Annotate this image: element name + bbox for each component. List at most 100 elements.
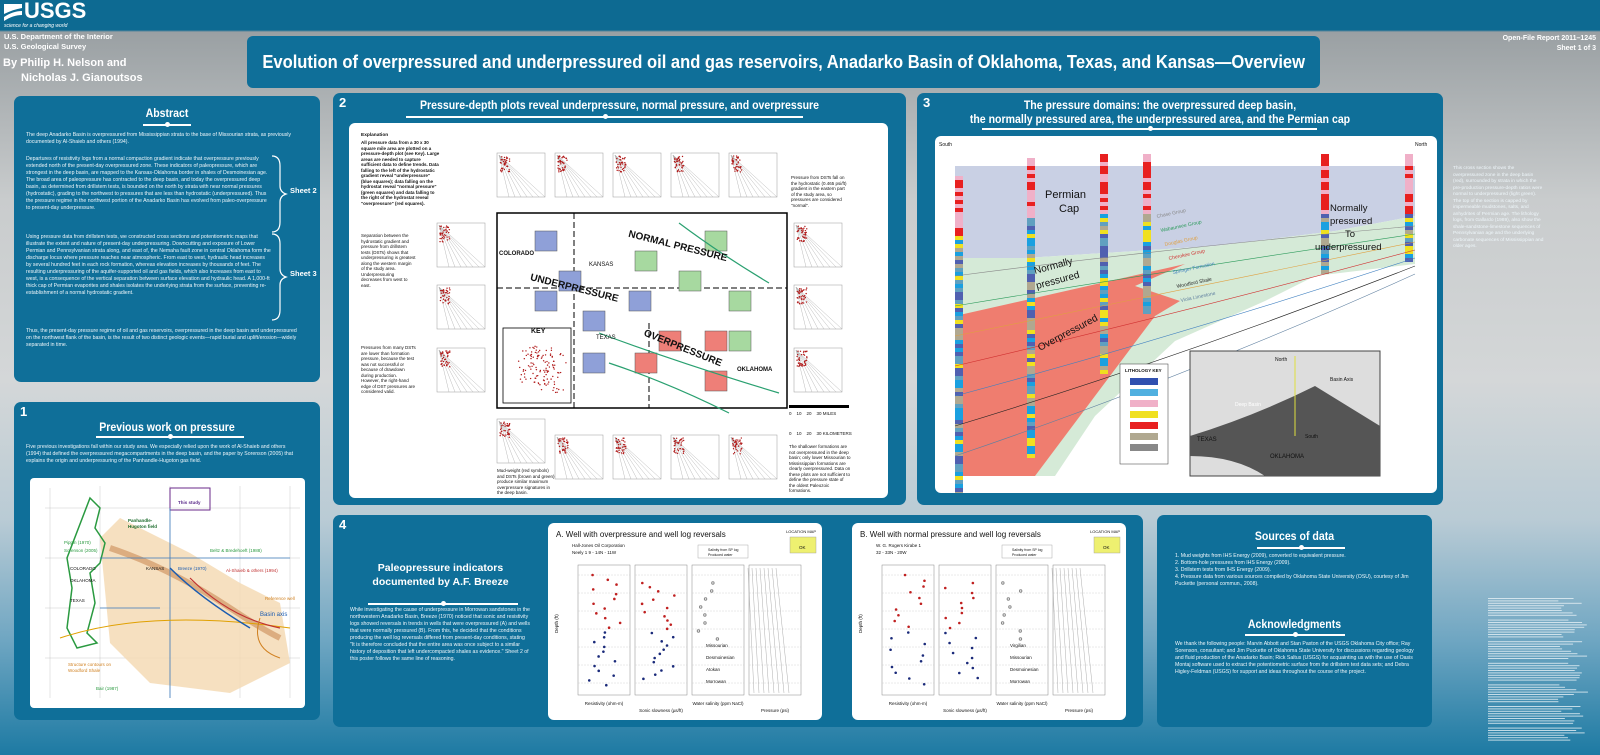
data-point: [442, 288, 445, 291]
lithology-log: [1321, 262, 1329, 266]
gradient-line: [771, 567, 785, 694]
lithology-log: [955, 464, 963, 468]
gradient-line: [767, 567, 780, 694]
fine-print-line: [1488, 689, 1577, 691]
data-point: [559, 168, 561, 170]
lithology-log: [1143, 174, 1151, 178]
lithology-log: [1405, 230, 1413, 234]
lithology-log: [955, 392, 963, 396]
data-point: [641, 581, 644, 585]
data-point: [444, 358, 447, 360]
lithology-log: [1143, 202, 1151, 206]
data-point: [508, 160, 511, 162]
data-point: [796, 365, 799, 367]
lithology-log: [955, 296, 963, 300]
lithology-log: [955, 412, 963, 416]
data-point: [616, 169, 618, 172]
data-point: [625, 447, 627, 450]
lithology-log: [1321, 174, 1329, 178]
map-label: Bair (1987): [96, 686, 119, 691]
data-point: [948, 626, 952, 630]
fine-print-line: [1488, 653, 1578, 655]
data-point: [558, 445, 561, 448]
lithology-log: [1027, 186, 1035, 190]
chart-label: Desmoinesian: [1010, 667, 1039, 672]
fine-print-line: [1488, 629, 1575, 631]
data-point: [560, 170, 563, 172]
data-point: [441, 232, 444, 235]
lithology-log: [1143, 178, 1151, 182]
well-chart-b: B. Well with normal pressure and well lo…: [852, 523, 1126, 720]
data-point: [800, 353, 803, 356]
lithology-log: [955, 252, 963, 256]
lithology-log: [1100, 218, 1108, 222]
data-point: [536, 352, 538, 354]
data-point: [445, 229, 447, 231]
lithology-log: [1143, 290, 1151, 294]
data-point: [553, 368, 555, 370]
data-point: [802, 302, 805, 304]
data-point: [799, 303, 801, 305]
data-point: [446, 355, 449, 358]
data-point: [559, 371, 562, 374]
data-point: [447, 302, 450, 304]
lithology-log: [955, 212, 963, 216]
chart-label: Salinity from SP log: [708, 548, 739, 552]
data-point: [562, 169, 565, 172]
map-label: This study: [178, 500, 201, 505]
lithology-log: [1100, 250, 1108, 254]
data-point: [441, 360, 443, 362]
data-point: [674, 449, 676, 452]
source-item: 2. Bottom-hole pressures from IHS Energy…: [1175, 560, 1291, 566]
lithology-log: [1100, 310, 1108, 314]
lithology-log: [1143, 194, 1151, 198]
data-point: [889, 648, 892, 652]
chart-label: Salinity from SP log: [1012, 548, 1043, 552]
data-point: [678, 160, 680, 162]
data-point: [508, 169, 510, 171]
lithology-swatch: [1130, 422, 1158, 429]
cross-section-label: Permian: [1045, 189, 1086, 201]
data-point: [804, 232, 806, 234]
data-point: [445, 234, 447, 237]
lithology-log: [1027, 226, 1035, 230]
lithology-log: [955, 304, 963, 308]
data-point: [562, 438, 564, 441]
chart-label: Neely 1 9 - 14N - 11W: [572, 550, 617, 555]
data-point: [798, 295, 801, 298]
data-point: [508, 158, 511, 160]
lithology-log: [1027, 442, 1035, 446]
data-point: [622, 440, 625, 442]
legend: [1001, 544, 1053, 559]
data-point: [559, 160, 561, 162]
lithology-log: [955, 356, 963, 360]
panel-text: While investigating the cause of underpr…: [350, 607, 530, 662]
lithology-log: [1027, 182, 1035, 186]
data-point: [732, 155, 735, 157]
data-point: [618, 451, 620, 454]
data-point: [804, 296, 807, 299]
data-point: [448, 236, 450, 238]
data-point: [711, 581, 715, 585]
data-point: [618, 449, 620, 451]
lithology-log: [1027, 214, 1035, 218]
lithology-log: [1027, 190, 1035, 194]
data-point: [1018, 589, 1023, 593]
data-point: [735, 441, 737, 443]
lithology-log: [1405, 182, 1413, 186]
data-point: [548, 366, 551, 368]
lithology-log: [1027, 438, 1035, 442]
note-text: Pressures from many DSTs are lower than …: [361, 345, 416, 394]
lithology-log: [955, 416, 963, 420]
chart-label: W. G. Rogers Kirabe 1: [876, 543, 922, 548]
data-point: [544, 361, 546, 363]
chart-label: OK: [1103, 545, 1110, 550]
gradient-line: [775, 567, 790, 694]
chart-title: B. Well with normal pressure and well lo…: [860, 530, 1041, 539]
data-point: [617, 163, 619, 166]
data-point: [739, 440, 741, 442]
lithology-log: [1027, 358, 1035, 362]
fine-print-line: [1488, 715, 1584, 717]
data-point: [503, 429, 505, 432]
data-point: [733, 451, 736, 454]
